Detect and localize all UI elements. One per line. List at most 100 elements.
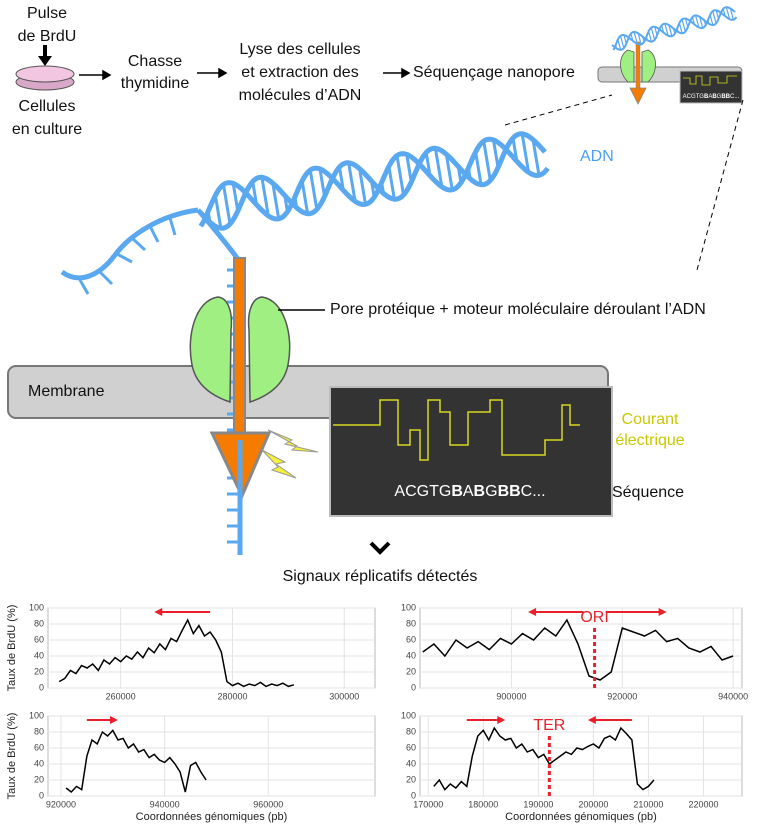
dna-rung bbox=[482, 140, 492, 181]
inset-pore bbox=[620, 49, 635, 83]
sequence-part: ACGTG bbox=[683, 94, 705, 100]
console bbox=[329, 386, 613, 517]
x-tick-label: 920000 bbox=[46, 799, 76, 809]
chevron bbox=[369, 541, 391, 555]
dna-rung bbox=[300, 180, 310, 214]
y-tick-label: 100 bbox=[401, 602, 416, 612]
annotation-label: TER bbox=[533, 717, 565, 734]
dna-rung bbox=[617, 39, 622, 50]
y-tick-label: 80 bbox=[406, 726, 416, 736]
x-axis-label: Coordonnées génomiques (pb) bbox=[505, 811, 657, 823]
inset-signal bbox=[683, 75, 737, 86]
x-tick-label: 920000 bbox=[607, 691, 637, 701]
inset-motor bbox=[635, 41, 641, 93]
y-tick-label: 40 bbox=[34, 758, 44, 768]
lightning bbox=[261, 429, 319, 479]
arrow-head bbox=[401, 67, 411, 79]
stub bbox=[168, 217, 177, 236]
inset-sequence: ACGTGBABGBBC... bbox=[683, 94, 740, 100]
dna-rung bbox=[648, 31, 652, 42]
dna-rung bbox=[387, 166, 396, 200]
y-tick-label: 20 bbox=[34, 774, 44, 784]
arrow-head bbox=[102, 69, 112, 81]
x-tick-label: 170000 bbox=[413, 799, 443, 809]
stub bbox=[116, 252, 133, 264]
current-label: électrique bbox=[615, 432, 684, 449]
y-tick-label: 0 bbox=[39, 790, 44, 800]
dna-rung bbox=[347, 162, 357, 202]
dna-rung bbox=[231, 183, 240, 212]
dna-strand bbox=[60, 207, 199, 281]
y-tick-label: 60 bbox=[406, 634, 416, 644]
dna-rung bbox=[491, 139, 500, 168]
dna-rung bbox=[213, 195, 223, 229]
dna-rung bbox=[318, 168, 327, 197]
dna-label: ADN bbox=[580, 148, 614, 165]
sequence-part: ACGTG bbox=[394, 483, 451, 500]
dna-rung bbox=[433, 148, 444, 188]
chase-label: thymidine bbox=[121, 75, 190, 92]
dna-rung bbox=[650, 27, 656, 41]
y-tick-label: 100 bbox=[401, 710, 416, 720]
dna-rung bbox=[729, 8, 734, 20]
dna-rung bbox=[531, 139, 541, 176]
stub bbox=[148, 225, 160, 243]
y-tick-label: 20 bbox=[34, 666, 44, 676]
arrow-head bbox=[218, 67, 228, 79]
annotation-label: ORI bbox=[580, 609, 608, 626]
pulse-arrow-head bbox=[38, 56, 52, 66]
lysis-label: molécules d’ADN bbox=[239, 87, 362, 104]
y-tick-label: 80 bbox=[34, 726, 44, 736]
y-tick-label: 60 bbox=[34, 634, 44, 644]
sequence: ACGTGBABGBBC... bbox=[394, 483, 545, 500]
inset-pore bbox=[641, 49, 656, 83]
y-tick-label: 0 bbox=[411, 682, 416, 692]
x-tick-label: 180000 bbox=[468, 799, 498, 809]
sequence-part: B bbox=[474, 483, 486, 500]
inset-motor bbox=[629, 87, 647, 105]
stub bbox=[98, 270, 114, 286]
dna-rung bbox=[681, 19, 686, 32]
y-axis-label: Taux de BrdU (%) bbox=[6, 605, 18, 692]
inset: ACGTGBABGBBC... bbox=[597, 6, 743, 105]
x-axis-label: Coordonnées génomiques (pb) bbox=[136, 811, 288, 823]
arrow-head bbox=[587, 716, 596, 724]
sequence-part: C... bbox=[730, 94, 740, 100]
membrane-label: Membrane bbox=[28, 383, 105, 400]
pore-protein bbox=[189, 296, 233, 404]
lysis-label: et extraction des bbox=[241, 64, 358, 81]
y-tick-label: 0 bbox=[39, 682, 44, 692]
dna-rung bbox=[271, 182, 281, 220]
zoom-line bbox=[696, 99, 744, 271]
sequence-part: B bbox=[712, 94, 717, 100]
y-tick-label: 80 bbox=[34, 618, 44, 628]
x-tick-label: 280000 bbox=[217, 691, 247, 701]
plot-area bbox=[419, 715, 743, 797]
bolt bbox=[261, 449, 297, 479]
stub bbox=[130, 236, 147, 252]
flow-arrows bbox=[79, 67, 411, 81]
dna-rung bbox=[221, 184, 232, 225]
sequence-part: B bbox=[451, 483, 463, 500]
dna-rung bbox=[619, 35, 625, 49]
x-tick-label: 210000 bbox=[633, 799, 663, 809]
x-tick-label: 220000 bbox=[688, 799, 718, 809]
sequencing-label: Séquençage nanopore bbox=[413, 64, 575, 81]
dna-rung bbox=[474, 151, 483, 185]
pore-label: Pore protéique + moteur moléculaire déro… bbox=[330, 301, 706, 318]
data-line bbox=[65, 729, 207, 794]
x-tick-label: 940000 bbox=[150, 799, 180, 809]
pulse-label: de BrdU bbox=[18, 28, 77, 45]
dna-rung bbox=[709, 14, 714, 26]
y-tick-label: 60 bbox=[34, 742, 44, 752]
dna-rung bbox=[260, 177, 270, 217]
sequence-part: G bbox=[717, 94, 722, 100]
sequence-part: C... bbox=[521, 483, 546, 500]
dna-rung bbox=[725, 7, 731, 20]
cells-label: Cellules bbox=[19, 98, 76, 115]
dna-rung bbox=[664, 23, 669, 36]
dna-rung bbox=[668, 24, 673, 37]
arrow-head bbox=[497, 716, 506, 724]
